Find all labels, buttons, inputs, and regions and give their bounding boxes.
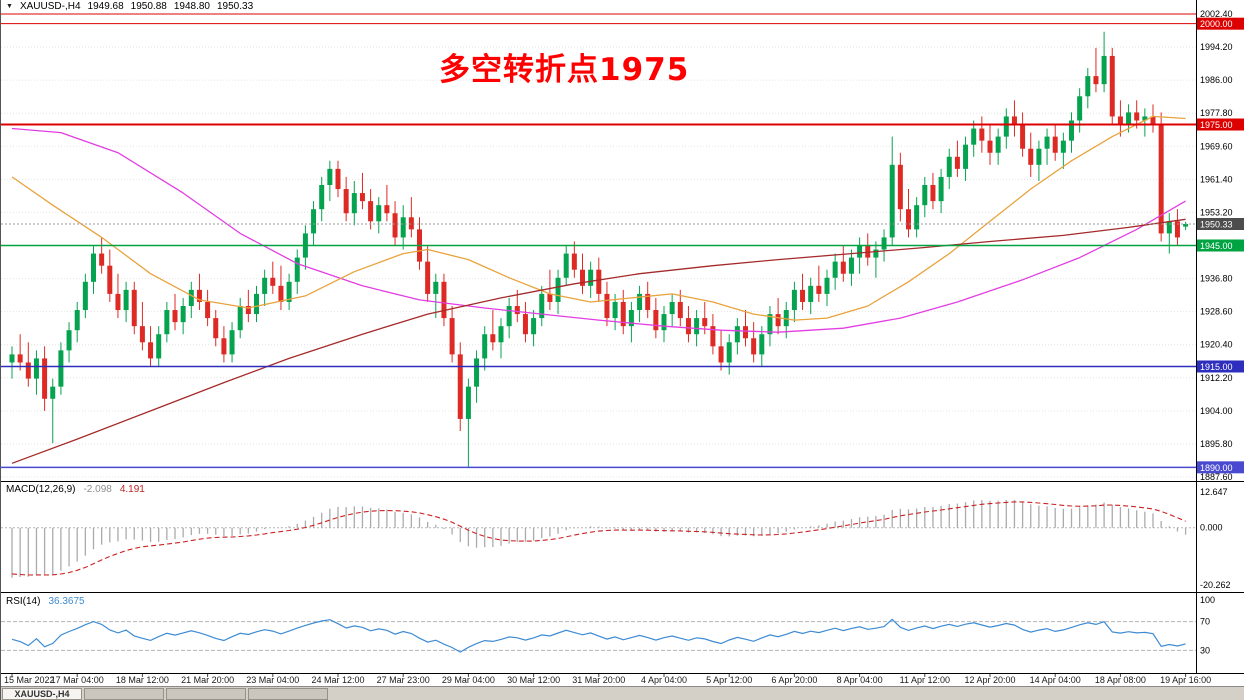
svg-text:2000.00: 2000.00	[1200, 19, 1233, 29]
svg-text:1977.80: 1977.80	[1200, 108, 1233, 118]
chart-tab[interactable]: XAUUSD-,H4	[2, 688, 82, 700]
price-axis[interactable]: 2002.40 1994.20 1986.00 1977.80 1969.60 1961.…	[1200, 9, 1233, 482]
macd-name: MACD(12,26,9)	[6, 484, 76, 495]
svg-text:1950.33: 1950.33	[1200, 220, 1233, 230]
macd-indicator-label: MACD(12,26,9) -2.098 4.191	[6, 484, 145, 495]
rsi-indicator-label: RSI(14) 36.3675	[6, 596, 85, 607]
svg-text:15 Mar 2022: 15 Mar 2022	[4, 675, 55, 685]
svg-text:2002.40: 2002.40	[1200, 9, 1233, 19]
rsi-panel[interactable]: 100 70 30	[1, 595, 1215, 655]
ohlc-low: 1948.80	[173, 1, 210, 12]
chart-tab[interactable]	[248, 688, 328, 700]
svg-text:1975.00: 1975.00	[1200, 120, 1233, 130]
svg-text:21 Mar 20:00: 21 Mar 20:00	[181, 675, 234, 685]
svg-text:24 Mar 12:00: 24 Mar 12:00	[311, 675, 364, 685]
svg-text:1920.40: 1920.40	[1200, 340, 1233, 350]
svg-text:1890.00: 1890.00	[1200, 463, 1233, 473]
svg-text:6 Apr 20:00: 6 Apr 20:00	[771, 675, 817, 685]
svg-text:27 Mar 23:00: 27 Mar 23:00	[377, 675, 430, 685]
svg-text:1969.60: 1969.60	[1200, 141, 1233, 151]
svg-text:1912.20: 1912.20	[1200, 373, 1233, 383]
price-tags: 2000.00 1975.00 1945.00 1915.00 1890.00 1950.…	[1197, 17, 1244, 474]
panel-separators	[1, 0, 1244, 674]
svg-text:70: 70	[1200, 617, 1210, 627]
horizontal-level-lines[interactable]	[1, 13, 1196, 469]
chart-ohlc-header: ▼ XAUUSD-,H4 1949.68 1950.88 1948.80 195…	[6, 1, 253, 12]
svg-text:1994.20: 1994.20	[1200, 42, 1233, 52]
chart-tab[interactable]	[166, 688, 246, 700]
svg-text:17 Mar 04:00: 17 Mar 04:00	[51, 675, 104, 685]
svg-text:1961.40: 1961.40	[1200, 174, 1233, 184]
rsi-line	[11, 618, 1186, 653]
macd-signal-value: 4.191	[119, 484, 145, 495]
ma-line-slow-magenta[interactable]	[11, 127, 1186, 333]
chart-tab[interactable]	[84, 688, 164, 700]
svg-text:-20.262: -20.262	[1200, 580, 1231, 590]
svg-text:1895.80: 1895.80	[1200, 439, 1233, 449]
svg-text:8 Apr 04:00: 8 Apr 04:00	[837, 675, 883, 685]
svg-text:12.647: 12.647	[1200, 487, 1228, 497]
chart-tab-bar: XAUUSD-,H4	[1, 686, 1244, 700]
ma-line-mid-orange[interactable]	[11, 115, 1186, 321]
svg-text:1887.60: 1887.60	[1200, 472, 1233, 482]
svg-text:1928.60: 1928.60	[1200, 307, 1233, 317]
svg-text:1915.00: 1915.00	[1200, 362, 1233, 372]
ma-line-trend-darkred[interactable]	[11, 218, 1186, 464]
candlestick-series	[9, 31, 1189, 468]
svg-text:12 Apr 20:00: 12 Apr 20:00	[964, 675, 1015, 685]
ohlc-high: 1950.88	[130, 1, 167, 12]
svg-text:30 Mar 12:00: 30 Mar 12:00	[507, 675, 560, 685]
svg-text:29 Mar 04:00: 29 Mar 04:00	[442, 675, 495, 685]
rsi-name: RSI(14)	[6, 596, 41, 607]
svg-text:30: 30	[1200, 645, 1210, 655]
symbol-timeframe: XAUUSD-,H4	[19, 1, 81, 12]
svg-text:0.000: 0.000	[1200, 523, 1223, 533]
svg-text:100: 100	[1200, 595, 1215, 605]
chart-annotation-text[interactable]: 多空转折点1975	[439, 52, 690, 88]
svg-text:1953.20: 1953.20	[1200, 207, 1233, 217]
svg-text:4 Apr 04:00: 4 Apr 04:00	[641, 675, 687, 685]
rsi-value: 36.3675	[48, 596, 85, 607]
svg-text:18 Apr 08:00: 18 Apr 08:00	[1095, 675, 1146, 685]
svg-text:1986.00: 1986.00	[1200, 75, 1233, 85]
svg-text:5 Apr 12:00: 5 Apr 12:00	[706, 675, 752, 685]
svg-text:11 Apr 12:00: 11 Apr 12:00	[900, 675, 950, 685]
svg-text:1945.00: 1945.00	[1200, 241, 1233, 251]
one-click-trading-arrow-icon[interactable]: ▼	[6, 2, 13, 10]
macd-main-value: -2.098	[83, 484, 112, 495]
macd-signal-line	[11, 501, 1186, 576]
macd-panel[interactable]: 12.647 0.000 -20.262	[1, 487, 1231, 590]
svg-text:18 Mar 12:00: 18 Mar 12:00	[116, 675, 169, 685]
svg-text:1904.00: 1904.00	[1200, 406, 1233, 416]
ohlc-open: 1949.68	[87, 1, 124, 12]
svg-text:31 Mar 20:00: 31 Mar 20:00	[572, 675, 625, 685]
svg-text:23 Mar 04:00: 23 Mar 04:00	[246, 675, 299, 685]
svg-text:19 Apr 16:00: 19 Apr 16:00	[1160, 675, 1211, 685]
svg-text:1936.80: 1936.80	[1200, 274, 1233, 284]
ohlc-close: 1950.33	[216, 1, 254, 12]
svg-text:14 Apr 04:00: 14 Apr 04:00	[1030, 675, 1081, 685]
